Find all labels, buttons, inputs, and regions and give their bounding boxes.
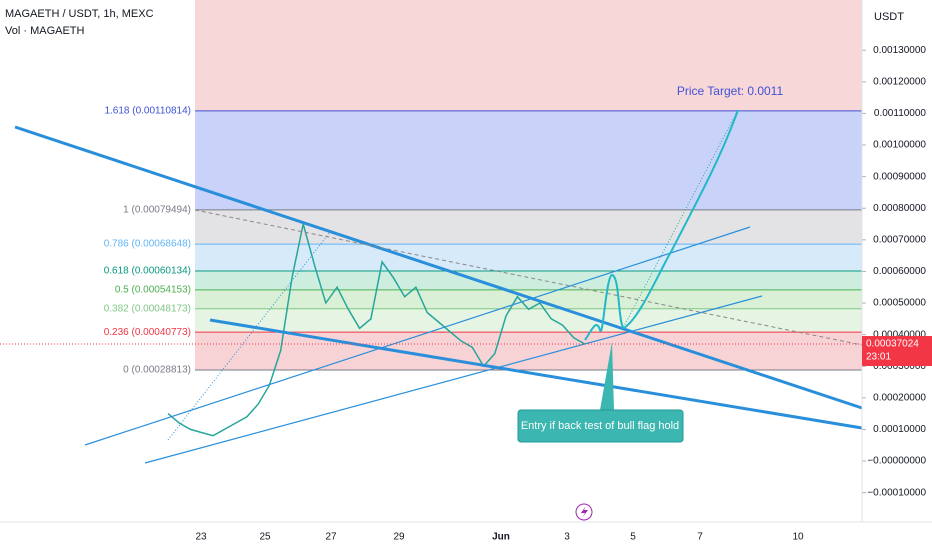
- chart-layer: [167, 223, 586, 437]
- x-tick-label: 10: [792, 532, 804, 543]
- y-tick-label: 0.00030000: [873, 361, 926, 372]
- time-axis: [0, 522, 932, 550]
- callout-box: [517, 409, 684, 443]
- y-tick-label: 0.00010000: [873, 424, 926, 435]
- fib-zones: 1.618 (0.00110814) 1 (0.00079494) 0.786 (0…: [104, 0, 862, 376]
- y-tick-label: 0.00110000: [874, 108, 927, 119]
- x-tick-label: Jun: [492, 532, 510, 543]
- fib-label: 0.618 (0.00060134): [104, 266, 191, 277]
- x-tick-label: 29: [393, 532, 405, 543]
- channel-line: [144, 295, 763, 464]
- dotted-line: [167, 231, 331, 441]
- last-price: 0.00037024: [866, 339, 919, 350]
- countdown: 23:01: [866, 352, 891, 363]
- zone: [195, 209, 862, 245]
- y-tick-label: 0.00060000: [873, 266, 926, 277]
- x-tick-label: 5: [630, 532, 636, 543]
- x-tick-label: 27: [325, 532, 337, 543]
- fib-label: 0.786 (0.00068648): [104, 239, 191, 250]
- zone: [195, 110, 862, 210]
- callout-pointer: [600, 342, 614, 410]
- currency: USDT: [874, 11, 904, 23]
- x-tick-label: 23: [195, 532, 207, 543]
- trendline: [14, 125, 863, 410]
- y-tick-label: −0.00010000: [867, 487, 926, 498]
- y-tick-label: 0.00020000: [873, 392, 926, 403]
- fib-label: 0 (0.00028813): [123, 365, 191, 376]
- channel-line: [84, 226, 751, 446]
- fib-label: 0.382 (0.00048173): [104, 303, 191, 314]
- y-tick-label: 0.00070000: [873, 234, 926, 245]
- x-tick-label: 25: [259, 532, 271, 543]
- dashed-line: [194, 209, 863, 346]
- zone: [195, 244, 862, 272]
- dotted-line: [621, 109, 739, 331]
- y-tick-label: 0.00080000: [873, 203, 926, 214]
- entry-note: Entry if back test of bull flag hold: [521, 420, 679, 432]
- target-note: Price Target: 0.0011: [677, 84, 784, 98]
- x-tick-label: 7: [697, 532, 703, 543]
- fib-label: 1.618 (0.00110814): [104, 106, 191, 117]
- fib-label: 1 (0.00079494): [123, 204, 191, 215]
- y-tick-label: 0.00050000: [873, 298, 926, 309]
- price-line: [167, 223, 586, 437]
- zone: [195, 332, 862, 370]
- y-tick-label: −0.00000000: [867, 456, 926, 467]
- trendline: [209, 318, 863, 430]
- x-tick-label: 3: [564, 532, 570, 543]
- fib-label: 0.5 (0.00054153): [115, 285, 191, 296]
- y-tick-label: 0.00100000: [873, 140, 926, 151]
- y-tick-label: 0.00040000: [873, 329, 926, 340]
- zone: [195, 308, 862, 333]
- price-axis: [862, 0, 932, 522]
- zone: [195, 271, 862, 290]
- fib-label: 0.236 (0.00040773): [104, 327, 191, 338]
- zone: [195, 0, 862, 111]
- last-price-tag: [862, 336, 932, 367]
- y-tick-label: 0.00130000: [873, 45, 926, 56]
- y-tick-label: 0.00090000: [873, 171, 926, 182]
- drawings: [0, 109, 863, 464]
- y-tick-label: 0.00120000: [873, 76, 926, 87]
- symbol-title: MAGAETH / USDT, 1h, MEXC: [5, 8, 154, 20]
- volume-title: Vol · MAGAETH: [5, 25, 85, 37]
- event-icon-bolt: [581, 506, 588, 518]
- projection-path: [584, 109, 739, 341]
